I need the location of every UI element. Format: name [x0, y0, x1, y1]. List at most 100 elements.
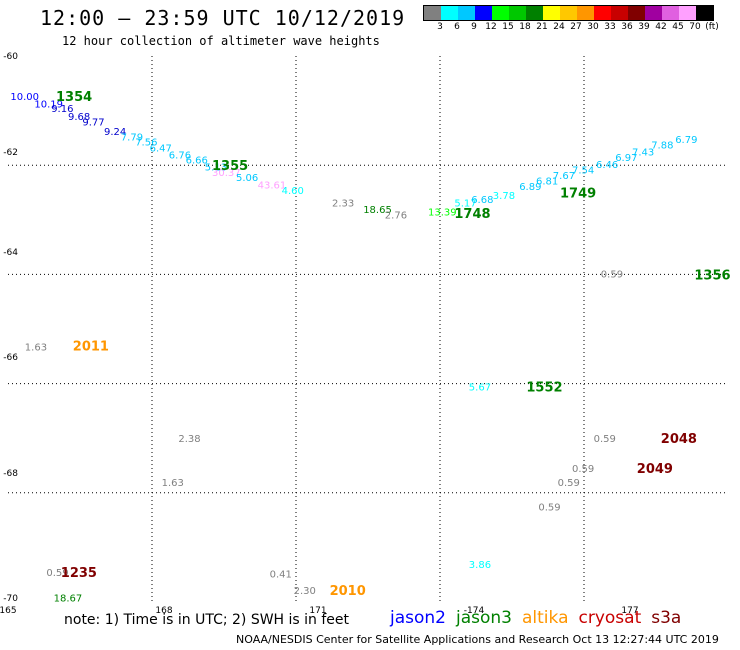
satellite-cryosat: cryosat	[578, 608, 642, 628]
chart-subtitle: 12 hour collection of altimeter wave hei…	[62, 34, 380, 48]
satellite-legend: jason2 jason3 altika cryosat s3a	[390, 608, 691, 628]
swh-value-label: 13.39	[428, 208, 457, 219]
pass-time-label: 2049	[637, 462, 673, 477]
color-scale-tick-label: (ft)	[705, 22, 719, 32]
color-scale-legend	[423, 5, 714, 21]
swh-value-label: 3.78	[493, 191, 515, 202]
color-scale-tick-label: 70	[689, 22, 701, 32]
color-swatch-3	[475, 6, 492, 20]
pass-time-label: 1235	[61, 566, 97, 581]
swh-value-label: 5.67	[469, 382, 491, 393]
color-scale-tick-label: 9	[471, 22, 477, 32]
chart-title: 12:00 – 23:59 UTC 10/12/2019	[40, 6, 406, 30]
swh-value-label: 7.56	[135, 138, 157, 149]
time-labels: 1354 1355 1748 1749 1356 2011 1552 2048 2049 1235…	[56, 90, 731, 599]
swh-value-label: 0.59	[558, 478, 580, 489]
pass-time-label: 1552	[526, 380, 562, 395]
y-tick-label: -68	[3, 469, 18, 479]
color-scale-tick-label: 36	[621, 22, 633, 32]
swh-value-label: 9.16	[51, 104, 73, 115]
color-swatch-7	[543, 6, 560, 20]
swh-value-label: 4.60	[282, 186, 304, 197]
color-scale-tick-label: 6	[454, 22, 460, 32]
footer-note: note: 1) Time is in UTC; 2) SWH is in fe…	[64, 612, 350, 628]
axis-labels: 165 168 171 -174 177 -60 -62 -64 -66 -68 -70	[0, 52, 639, 616]
y-tick-label: -62	[3, 148, 18, 158]
swh-value-label: 6.46	[596, 160, 618, 171]
color-swatch-1	[441, 6, 458, 20]
color-swatch-9	[577, 6, 594, 20]
swh-value-label: 1.63	[162, 478, 184, 489]
pass-time-label: 1749	[560, 187, 596, 202]
swh-value-label: 5.17	[454, 198, 476, 209]
swh-value-label: 7.79	[121, 132, 143, 143]
swh-value-label: 1.63	[25, 342, 47, 353]
color-scale-tick-label: 27	[570, 22, 582, 32]
swh-value-label: 9.68	[68, 112, 90, 123]
swh-value-label: 2.30	[294, 586, 316, 597]
color-scale-tick-label: 42	[655, 22, 667, 32]
color-swatch-5	[509, 6, 526, 20]
y-tick-label: -70	[3, 594, 18, 604]
color-scale-tick-label: 15	[502, 22, 514, 32]
satellite-s3a: s3a	[651, 608, 682, 628]
color-scale-tick-label: 45	[672, 22, 684, 32]
swh-value-label: 2.76	[385, 210, 407, 221]
pass-time-label: 2048	[661, 432, 697, 447]
swh-value-label: 18.67	[54, 594, 83, 605]
swh-value-label: 9.77	[82, 118, 104, 129]
swh-value-label: 5.06	[236, 173, 258, 184]
color-scale-tick-label: 30	[587, 22, 599, 32]
swh-value-label: 7.88	[651, 140, 673, 151]
swh-value-label: 7.43	[632, 148, 654, 159]
swh-value-label: 6.79	[675, 135, 697, 146]
color-swatch-11	[611, 6, 628, 20]
swh-value-label: 6.76	[169, 150, 191, 161]
color-swatch-4	[492, 6, 509, 20]
color-scale-tick-label: 3	[437, 22, 443, 32]
swh-value-label: 2.33	[332, 198, 354, 209]
pass-time-label: 2011	[73, 339, 109, 354]
swh-value-label: 43.61	[258, 180, 287, 191]
color-scale-tick-label: 39	[638, 22, 650, 32]
color-swatch-13	[645, 6, 662, 20]
color-scale-tick-label: 12	[485, 22, 497, 32]
color-swatch-10	[594, 6, 611, 20]
pass-time-label: 1748	[454, 207, 490, 222]
swh-value-label: 0.41	[270, 570, 292, 581]
color-swatch-0	[424, 6, 441, 20]
swh-value-label: 7.54	[572, 166, 594, 177]
swh-value-label: 10.19	[34, 100, 63, 111]
y-tick-label: -60	[3, 52, 18, 62]
swh-value-label: 6.68	[471, 195, 493, 206]
swh-value-label: 0.59	[572, 464, 594, 475]
x-tick-label: 165	[0, 606, 17, 616]
swh-value-label: 0.59	[538, 502, 560, 513]
satellite-altika: altika	[522, 608, 569, 628]
color-swatch-15	[679, 6, 696, 20]
data-points: 10.0010.199.169.689.779.247.797.566.476.…	[10, 92, 697, 605]
swh-value-label: 6.47	[150, 144, 172, 155]
swh-value-label: 30.37	[212, 168, 241, 179]
swh-value-label: 0.59	[46, 568, 68, 579]
color-swatch-14	[662, 6, 679, 20]
swh-value-label: 6.81	[536, 176, 558, 187]
swh-value-label: 18.65	[363, 205, 392, 216]
pass-time-label: 1355	[212, 159, 248, 174]
x-tick-label: -174	[464, 606, 485, 616]
satellite-jason2: jason2	[390, 608, 446, 628]
color-scale-tick-label: 24	[553, 22, 565, 32]
swh-value-label: 2.38	[178, 434, 200, 445]
pass-time-label: 2010	[330, 584, 366, 599]
color-scale-tick-label: 21	[536, 22, 548, 32]
grid-lines	[8, 56, 728, 602]
color-swatch-2	[458, 6, 475, 20]
swh-value-label: 10.00	[10, 92, 39, 103]
swh-value-label: 9.24	[104, 127, 126, 138]
pass-time-label: 1356	[694, 268, 730, 283]
color-swatch-8	[560, 6, 577, 20]
pass-time-label: 1354	[56, 90, 92, 105]
swh-value-label: 6.97	[615, 153, 637, 164]
credit-line: NOAA/NESDIS Center for Satellite Applica…	[236, 633, 719, 646]
color-scale-tick-label: 33	[604, 22, 616, 32]
